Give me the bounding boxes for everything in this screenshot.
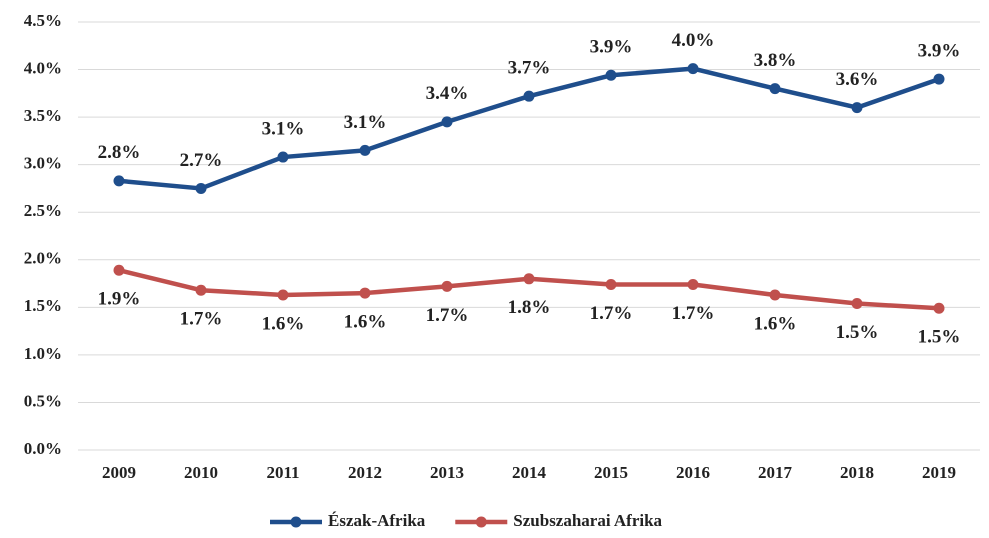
data-label: 1.9% xyxy=(98,289,141,310)
marker xyxy=(441,116,453,128)
data-label: 3.4% xyxy=(426,83,469,104)
marker xyxy=(769,83,781,95)
line xyxy=(118,66,940,191)
marker xyxy=(687,63,699,75)
marker xyxy=(851,102,863,114)
data-label: 1.5% xyxy=(918,327,961,348)
data-label: 1.6% xyxy=(754,313,797,334)
y-tick-label: 4.5% xyxy=(24,11,62,30)
data-label: 1.5% xyxy=(836,322,879,343)
data-label: 1.7% xyxy=(180,309,223,330)
marker xyxy=(277,289,289,301)
marker xyxy=(277,151,289,163)
data-label: 3.6% xyxy=(836,69,879,90)
data-label: 3.9% xyxy=(918,40,961,61)
marker xyxy=(359,144,371,156)
y-tick-label: 2.0% xyxy=(24,249,62,268)
marker xyxy=(687,279,699,291)
legend-label: Szubszaharai Afrika xyxy=(513,511,662,530)
marker xyxy=(441,280,453,292)
data-label: 3.1% xyxy=(262,118,305,139)
marker xyxy=(195,284,207,296)
x-tick-label: 2018 xyxy=(840,463,874,482)
data-label: 1.7% xyxy=(426,305,469,326)
x-tick-label: 2009 xyxy=(102,463,136,482)
y-tick-label: 0.0% xyxy=(24,439,62,458)
data-label: 3.9% xyxy=(590,37,633,58)
x-tick-label: 2017 xyxy=(758,463,793,482)
data-label: 1.7% xyxy=(672,303,715,324)
marker xyxy=(523,273,535,285)
x-tick-label: 2015 xyxy=(594,463,628,482)
data-label: 2.7% xyxy=(180,150,223,171)
x-tick-label: 2016 xyxy=(676,463,710,482)
data-label: 1.7% xyxy=(590,303,633,324)
marker xyxy=(769,289,781,301)
y-tick-label: 2.5% xyxy=(24,201,62,220)
data-label: 1.8% xyxy=(508,297,551,318)
marker xyxy=(605,69,617,81)
marker xyxy=(113,175,125,187)
y-tick-label: 0.5% xyxy=(24,391,62,410)
y-tick-label: 1.5% xyxy=(24,296,62,315)
data-label: 3.1% xyxy=(344,112,387,133)
marker xyxy=(195,182,207,194)
marker xyxy=(933,73,945,85)
data-label: 3.7% xyxy=(508,58,551,79)
legend-marker xyxy=(475,516,487,528)
marker xyxy=(113,264,125,276)
data-label: 4.0% xyxy=(672,30,715,51)
x-tick-label: 2011 xyxy=(266,463,299,482)
y-tick-label: 1.0% xyxy=(24,344,62,363)
data-label: 1.6% xyxy=(262,313,305,334)
data-label: 3.8% xyxy=(754,50,797,71)
y-tick-label: 4.0% xyxy=(24,58,62,77)
data-label: 1.6% xyxy=(344,311,387,332)
legend-label: Észak-Afrika xyxy=(328,511,426,530)
x-tick-label: 2014 xyxy=(512,463,547,482)
marker xyxy=(523,90,535,102)
legend-marker xyxy=(290,516,302,528)
x-tick-label: 2019 xyxy=(922,463,956,482)
data-label: 2.8% xyxy=(98,142,141,163)
x-tick-label: 2010 xyxy=(184,463,218,482)
marker xyxy=(933,302,945,314)
marker xyxy=(605,279,617,291)
marker xyxy=(851,298,863,310)
x-tick-label: 2012 xyxy=(348,463,382,482)
x-tick-label: 2013 xyxy=(430,463,464,482)
y-tick-label: 3.5% xyxy=(24,106,62,125)
y-tick-label: 3.0% xyxy=(24,154,62,173)
marker xyxy=(359,287,371,299)
